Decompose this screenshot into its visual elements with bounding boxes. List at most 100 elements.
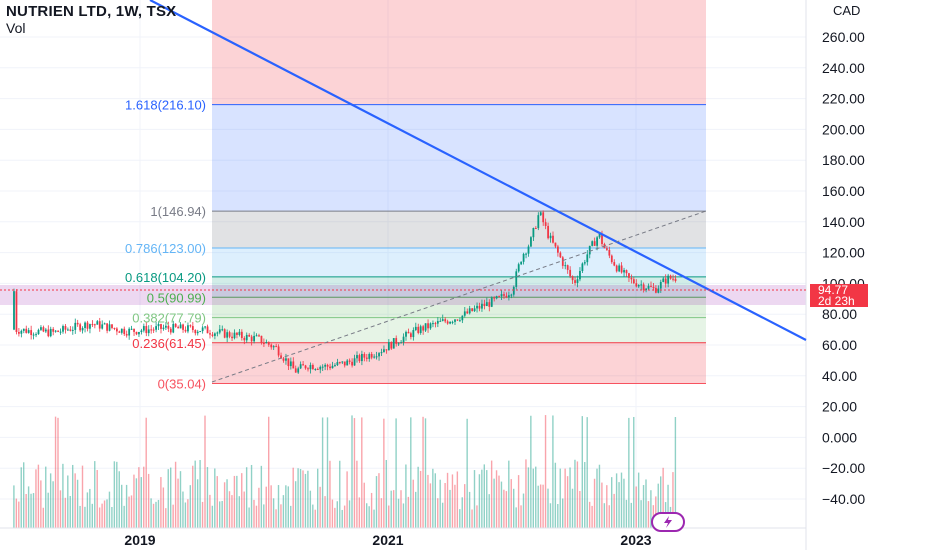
volume-bar [625,499,628,528]
volume-bar [196,479,199,528]
volume-bar [569,467,571,528]
volume-bar [363,482,365,528]
candle-body [71,329,74,331]
fib-level-label: 0.618(104.20) [125,270,206,285]
volume-bar [277,485,280,528]
volume-bar [130,495,133,528]
volume-bar [358,497,361,528]
volume-bar [537,485,539,528]
volume-bar [47,492,49,528]
trendline[interactable] [149,0,807,341]
volume-bar [620,472,623,528]
candle-body [630,277,633,280]
price-tick-label: 200.00 [822,121,865,137]
volume-bar [520,505,522,528]
candle-body [459,320,461,322]
volume-label: Vol [6,20,26,36]
volume-bar [645,479,647,528]
candle-body [532,228,535,238]
candle-body [385,349,388,351]
candle-body [615,265,618,272]
candle-body [22,328,25,331]
volume-bar [339,460,341,528]
candle-body [463,311,466,316]
volume-bar [373,509,375,528]
candle-body [27,330,30,333]
volume-bar [45,466,47,528]
volume-bar [566,476,569,528]
volume-bar [40,480,42,528]
volume-bar [356,460,358,528]
candle-body [530,237,532,247]
volume-bar [473,470,476,528]
volume-bar [145,417,147,528]
volume-bar [446,472,449,528]
volume-bar [30,493,32,528]
candle-body [280,355,282,359]
volume-bar [615,473,618,528]
volume-bar [422,416,424,528]
time-axis: 2019 2021 2023 [0,527,806,548]
candle-body [91,324,94,326]
candle-body [289,361,292,367]
candle-body [390,342,393,349]
volume-bar [150,498,152,528]
candle-body [429,323,432,329]
candle-body [346,360,349,366]
flash-button[interactable] [651,512,685,532]
candle-body [13,291,15,330]
fib-trend-line [211,210,707,383]
volume-bar [299,468,302,528]
volume-bar [128,496,130,528]
candle-body [40,327,42,330]
volume-bar [439,479,441,528]
candle-body [118,331,121,333]
fib-level-label: 0(35.04) [158,376,206,391]
volume-bar [297,468,299,528]
volume-bar [326,417,329,528]
volume-bar [143,466,145,528]
candle-body [613,262,616,266]
candle-body [343,361,346,366]
volume-bar [111,506,113,528]
candle-body [618,265,621,272]
volume-bar [236,475,238,528]
candle-body [424,323,427,331]
volume-bar [650,490,652,528]
candle-body [326,364,329,367]
candle-body [542,212,545,223]
candle-body [302,364,304,366]
candle-body [593,241,596,246]
candle-body [348,360,351,362]
volume-bar [397,498,400,528]
volume-bar [221,500,223,528]
volume-bar [282,495,285,528]
volume-bar [79,505,81,528]
candle-body [588,245,591,255]
volume-bar [441,502,444,528]
volume-bar [319,486,321,528]
volume-bar [64,497,67,528]
volume-bar [603,503,606,528]
candle-body [410,333,412,338]
candle-body [361,353,363,362]
volume-bar [331,499,334,528]
candle-body [375,356,378,358]
volume-bar [642,485,645,528]
candle-body [32,334,35,336]
volume-bar [275,509,277,528]
volume-bar [179,471,182,528]
candle-body [505,295,508,298]
candle-body [508,295,510,298]
candle-body [490,297,493,307]
candle-body [125,334,128,336]
volume-bar [157,499,160,528]
volume-bar [287,486,289,528]
candle-body [432,323,434,325]
volume-bar [388,505,390,528]
candle-body [446,321,449,324]
volume-bar [640,500,642,528]
candle-body [204,326,206,328]
candle-body [265,342,268,344]
